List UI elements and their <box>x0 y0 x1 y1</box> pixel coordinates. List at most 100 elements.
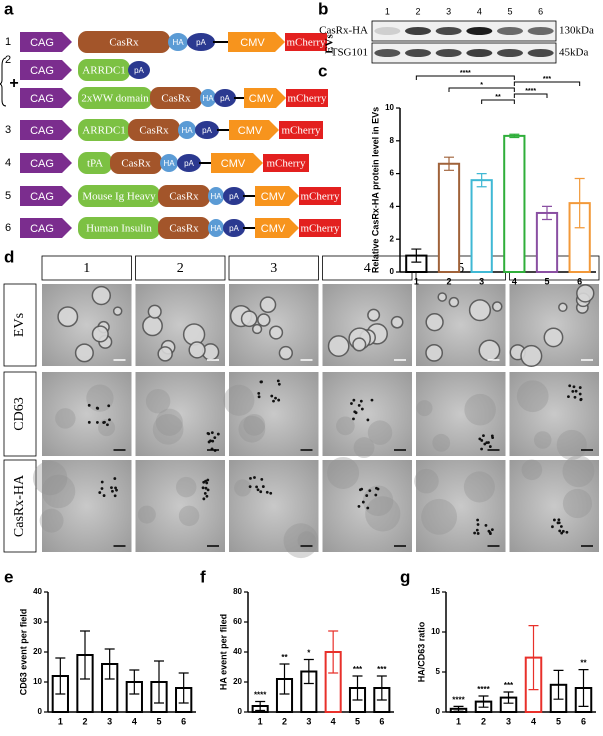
gold-particle <box>490 434 494 438</box>
significance-bracket <box>481 99 515 104</box>
bar <box>437 162 461 273</box>
vesicle <box>91 325 109 343</box>
gold-particle <box>475 528 479 532</box>
gold-particle <box>374 493 378 497</box>
lane-label: 6 <box>538 6 543 16</box>
gold-particle <box>480 439 484 442</box>
vesicle <box>39 508 64 533</box>
x-tick-label: 2 <box>481 716 486 726</box>
vesicle <box>152 413 184 445</box>
x-tick-label: 6 <box>379 716 384 726</box>
gold-particle <box>478 437 482 441</box>
construct-number: 1 <box>5 36 11 48</box>
row-header-box <box>3 459 37 553</box>
segment <box>286 89 328 107</box>
vesicle <box>362 485 394 517</box>
segment-label: mCherry <box>287 93 327 105</box>
vesicle <box>464 393 496 426</box>
y-axis-label: HA event per filed <box>218 614 228 690</box>
significance: *** <box>377 665 387 674</box>
em-image <box>322 372 412 456</box>
gold-particle <box>352 417 355 421</box>
y-tick-label: 6 <box>390 169 395 178</box>
vesicle <box>240 310 258 328</box>
vesicle <box>327 335 350 357</box>
blot-strip <box>371 42 557 64</box>
gold-particle <box>565 530 569 534</box>
column-header: 5 <box>457 261 464 276</box>
x-tick-label: 3 <box>506 716 511 726</box>
vesicle <box>137 505 156 524</box>
lane-label: 4 <box>477 6 482 16</box>
significance-bracket <box>513 81 581 86</box>
significance: ** <box>495 94 501 101</box>
gold-particle <box>111 489 114 493</box>
segment <box>20 153 72 173</box>
gold-particle <box>487 529 491 533</box>
error-bar <box>528 625 539 691</box>
gold-particle <box>366 418 370 422</box>
error-bar <box>503 691 514 704</box>
gold-particle <box>276 379 280 383</box>
gold-particle <box>483 442 487 446</box>
construct-number: + <box>9 75 18 92</box>
gold-particle <box>209 439 212 443</box>
segment-label: ARRDC1 <box>82 125 125 137</box>
gold-particle <box>357 504 361 508</box>
gold-particle <box>211 439 215 443</box>
gold-particle <box>578 386 582 389</box>
segment-label: HA <box>210 192 222 201</box>
vesicle <box>234 479 252 497</box>
gold-particle <box>202 480 206 484</box>
gold-particle <box>257 391 261 395</box>
vesicle <box>57 306 79 328</box>
vesicle <box>297 531 316 550</box>
segment <box>178 121 196 139</box>
bar <box>535 211 559 274</box>
gold-particle <box>114 486 117 490</box>
error-bar <box>303 658 314 685</box>
y-tick-label: 80 <box>233 587 242 596</box>
em-image <box>135 372 225 456</box>
segment <box>195 121 219 139</box>
segment <box>78 217 160 239</box>
y-tick-label: 30 <box>33 617 42 626</box>
error-bar <box>55 657 66 695</box>
band-size: 45kDa <box>559 47 588 59</box>
lane-label: 1 <box>385 6 390 16</box>
em-image <box>416 460 506 552</box>
segment-label: CasRx <box>139 125 169 137</box>
em-image <box>322 460 412 552</box>
vesicle <box>283 523 319 559</box>
gold-particle <box>100 480 104 484</box>
error-bar <box>104 648 115 680</box>
vesicle <box>478 339 501 362</box>
segment <box>128 61 150 79</box>
gold-particle <box>98 491 102 494</box>
significance: **** <box>525 88 536 95</box>
segment <box>128 119 180 141</box>
blot-band <box>466 49 493 57</box>
gold-particle <box>253 476 256 479</box>
vesicle <box>425 343 444 362</box>
gold-particle <box>572 385 576 389</box>
blot-band <box>405 49 431 57</box>
gold-particle <box>551 525 554 529</box>
significance: ** <box>281 653 288 662</box>
error-bar <box>154 660 164 704</box>
blot-band <box>435 27 462 35</box>
gold-particle <box>558 529 562 533</box>
gold-particle <box>248 485 252 489</box>
gold-particle <box>559 525 563 528</box>
significance: **** <box>254 691 267 700</box>
gold-particle <box>360 487 364 491</box>
significance: **** <box>452 696 465 705</box>
panel-label: f <box>200 567 206 586</box>
vesicle <box>41 474 76 509</box>
vesicle <box>468 299 492 322</box>
gold-particle <box>557 518 561 522</box>
vesicle <box>516 380 549 413</box>
vesicle <box>142 315 163 337</box>
segment <box>78 59 130 81</box>
